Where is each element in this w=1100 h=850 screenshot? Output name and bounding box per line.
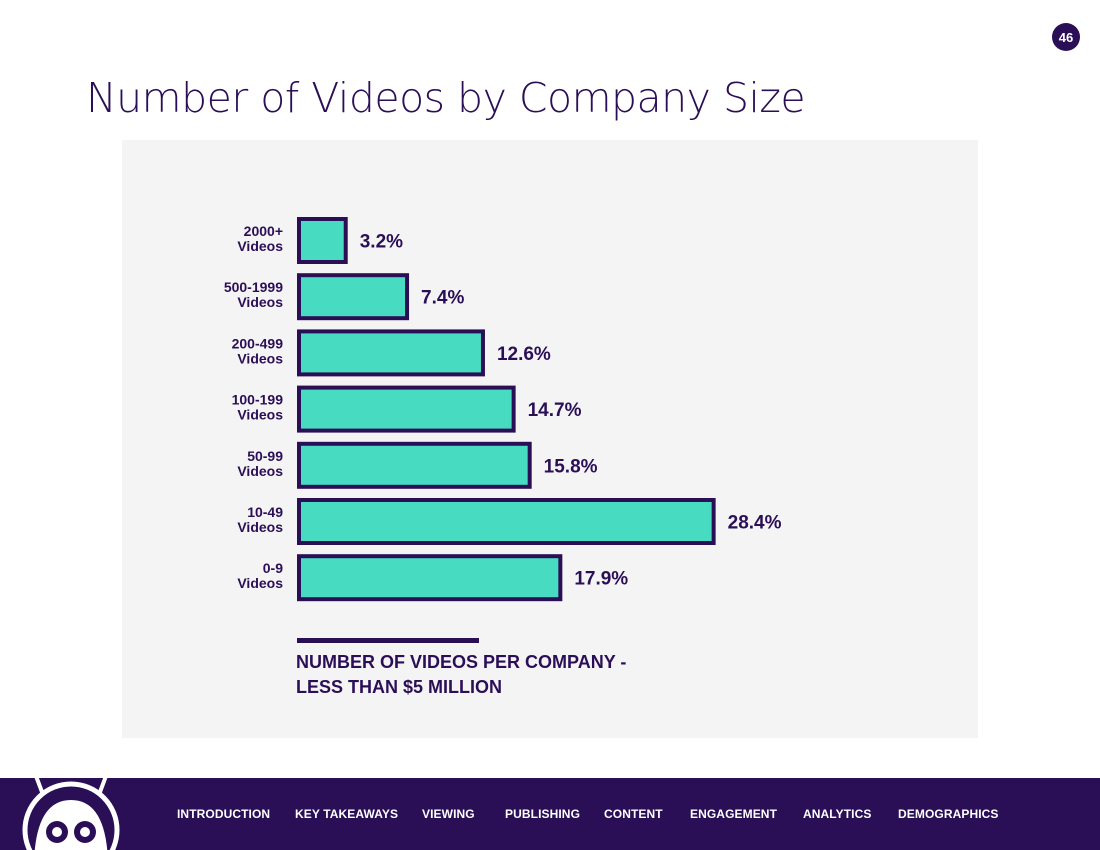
robot-mascot-icon[interactable] — [14, 778, 134, 850]
value-label-1: 7.4% — [421, 288, 464, 309]
value-label-3: 14.7% — [528, 400, 582, 421]
category-label-5: 10-49 Videos — [237, 504, 283, 535]
nav-link-introduction[interactable]: INTRODUCTION — [177, 807, 271, 821]
page-number-badge: 46 — [1052, 23, 1080, 51]
category-label-6: 0-9 Videos — [237, 560, 283, 591]
nav-links: INTRODUCTION KEY TAKEAWAYS VIEWING PUBLI… — [0, 778, 1100, 850]
bottom-nav: INTRODUCTION KEY TAKEAWAYS VIEWING PUBLI… — [0, 778, 1100, 850]
category-label-2-line-1: Videos — [237, 350, 283, 366]
bar-2 — [297, 329, 485, 377]
category-label-5-line-0: 10-49 — [247, 504, 283, 520]
category-label-2: 200-499 Videos — [232, 335, 284, 366]
category-label-5-line-1: Videos — [237, 519, 283, 535]
category-label-0-line-1: Videos — [237, 238, 283, 254]
category-label-0: 2000+ Videos — [237, 223, 283, 254]
category-label-1-line-0: 500-1999 — [224, 279, 283, 295]
chart-caption: NUMBER OF VIDEOS PER COMPANY - LESS THAN… — [296, 652, 627, 697]
value-label-2: 12.6% — [497, 344, 551, 365]
value-label-5: 28.4% — [728, 513, 782, 534]
bar-0 — [297, 217, 348, 264]
category-label-1-line-1: Videos — [237, 294, 283, 310]
page-title: Number of Videos by Company Size — [86, 74, 806, 122]
category-label-4: 50-99 Videos — [237, 448, 283, 479]
category-label-1: 500-1999 Videos — [224, 279, 283, 310]
category-label-6-line-0: 0-9 — [263, 560, 283, 576]
bar-4 — [297, 441, 532, 489]
category-label-3-line-1: Videos — [237, 407, 283, 423]
chart-panel: 3.2% 2000+ Videos 7.4% 500-1999 Videos 12.6% 20… — [122, 140, 978, 738]
bar-5 — [297, 498, 716, 545]
category-label-3: 100-199 Videos — [232, 392, 284, 423]
nav-link-demographics[interactable]: DEMOGRAPHICS — [898, 807, 999, 821]
bar-1 — [297, 273, 410, 321]
category-label-3-line-0: 100-199 — [232, 392, 284, 408]
category-label-4-line-1: Videos — [237, 463, 283, 479]
category-label-0-line-0: 2000+ — [244, 223, 283, 239]
nav-link-content[interactable]: CONTENT — [604, 807, 663, 821]
category-label-6-line-1: Videos — [237, 575, 283, 591]
nav-link-analytics[interactable]: ANALYTICS — [803, 807, 872, 821]
value-label-4: 15.8% — [544, 456, 598, 477]
nav-link-publishing[interactable]: PUBLISHING — [505, 807, 581, 821]
value-label-0: 3.2% — [360, 232, 403, 253]
value-label-6: 17.9% — [574, 569, 628, 590]
caption-rule — [297, 638, 479, 643]
nav-link-viewing[interactable]: VIEWING — [422, 807, 475, 821]
bar-3 — [297, 385, 516, 433]
nav-link-key-takeaways[interactable]: KEY TAKEAWAYS — [295, 807, 399, 821]
category-label-2-line-0: 200-499 — [232, 335, 284, 351]
bar-6 — [297, 554, 563, 602]
nav-link-engagement[interactable]: ENGAGEMENT — [690, 807, 778, 821]
category-label-4-line-0: 50-99 — [247, 448, 283, 464]
